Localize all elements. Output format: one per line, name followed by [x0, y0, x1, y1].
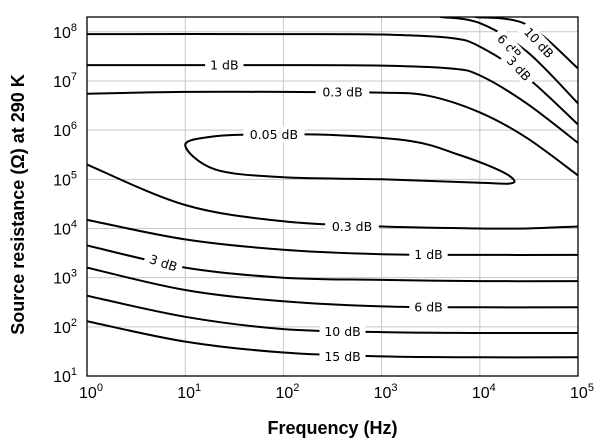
contour-line-0-3-db — [87, 90, 578, 177]
contour-label: 1 dB — [205, 57, 244, 74]
y-tick-label: 108 — [53, 22, 77, 42]
x-tick-label: 102 — [275, 382, 299, 402]
y-tick-label: 103 — [53, 268, 77, 288]
y-tick-label: 107 — [53, 71, 77, 91]
y-tick-label: 106 — [53, 120, 77, 140]
x-tick-label: 101 — [177, 382, 201, 402]
contour-lines — [87, 17, 578, 359]
contour-label: 0.3 dB — [315, 84, 370, 101]
contour-label: 0.3 dB — [325, 218, 379, 235]
contour-label-bg — [490, 27, 529, 67]
y-tick-label: 104 — [53, 218, 77, 238]
contour-label-text: 1 dB — [210, 58, 238, 73]
contour-line-0-05-db — [184, 133, 516, 185]
contour-label-text: 0.3 dB — [322, 85, 362, 100]
y-axis-title: Source resistance (Ω) at 290 K — [8, 74, 28, 335]
contour-label-text: 0.05 dB — [250, 127, 298, 142]
y-tick-labels: 101 102 103 104 105 106 107 108 — [53, 22, 77, 386]
contour-label-bg — [319, 323, 366, 340]
x-tick-label: 105 — [570, 382, 594, 402]
contour-label: 1 dB — [409, 246, 448, 263]
contour-label-bg — [243, 126, 305, 143]
contour-label: 6 dB — [409, 298, 448, 315]
x-tick-label: 100 — [79, 382, 103, 402]
y-tick-label: 105 — [53, 169, 77, 189]
x-tick-label: 103 — [374, 382, 398, 402]
contour-label-text: 1 dB — [414, 247, 442, 262]
contour-label: 0.05 dB — [243, 126, 305, 143]
contour-label-bg — [142, 249, 185, 277]
contour-line-1-db — [87, 64, 578, 144]
contour-label-bg — [517, 20, 561, 65]
x-tick-labels: 100 101 102 103 104 105 — [79, 382, 594, 402]
contour-label-bg — [409, 246, 448, 263]
contour-label-bg — [499, 48, 538, 88]
y-tick-label: 102 — [53, 317, 77, 337]
contour-label-text: 6 dB — [414, 299, 442, 314]
y-tick-label: 101 — [53, 366, 77, 386]
x-tick-label: 104 — [472, 382, 496, 402]
contour-label-bg — [205, 57, 244, 74]
contour-line-1-db — [87, 218, 578, 256]
contour-label: 15 dB — [319, 348, 366, 365]
contour-label-bg — [319, 348, 366, 365]
plot-frame — [86, 16, 579, 377]
x-axis-title: Frequency (Hz) — [267, 418, 397, 438]
contour-label: 10 dB — [319, 323, 366, 340]
contour-label-bg — [315, 84, 370, 101]
contour-label-bg — [325, 218, 379, 235]
contour-label-text: 0.3 dB — [332, 219, 372, 234]
contour-labels: 1 dB 0.3 dB 0.05 dB 0.3 dB 3 dB 1 dB 6 dB 10 dB… — [142, 20, 561, 365]
contour-label: 3 dB — [142, 249, 185, 277]
contour-label-text: 15 dB — [324, 349, 360, 364]
contour-label-bg — [409, 298, 448, 315]
contour-label-text: 10 dB — [324, 324, 360, 339]
contour-line-6-db — [87, 266, 578, 309]
